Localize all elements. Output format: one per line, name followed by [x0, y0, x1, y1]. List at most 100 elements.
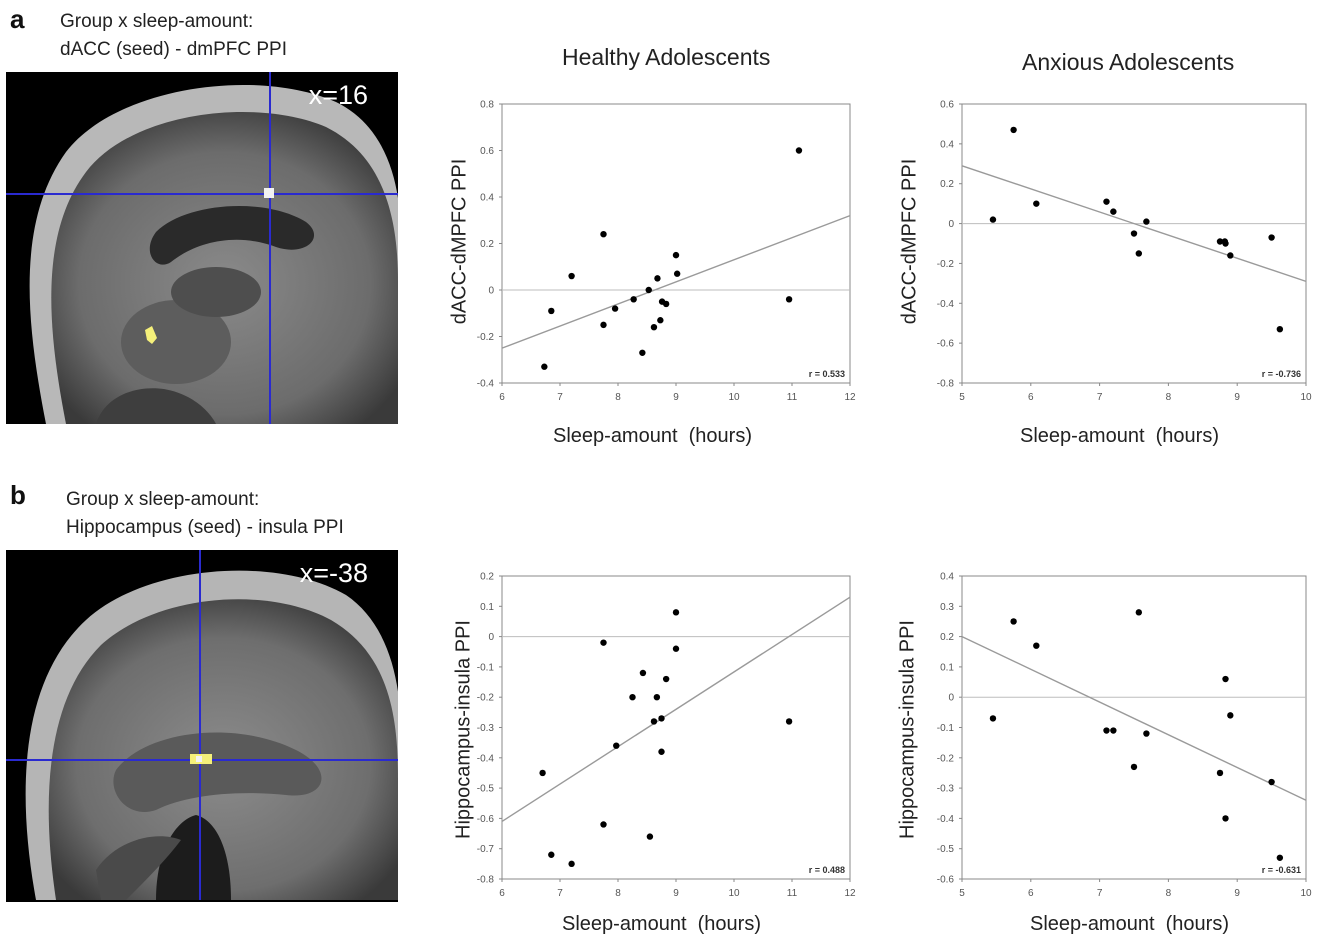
data-point [662, 300, 670, 308]
correlation-label: r = 0.488 [809, 865, 845, 875]
x-tick-label: 10 [728, 888, 740, 899]
x-tick-label: 9 [1234, 392, 1240, 403]
regression-line [501, 214, 851, 349]
y-tick-label: -0.3 [937, 784, 955, 795]
panel-a-letter: a [10, 4, 25, 34]
correlation-label: r = 0.533 [809, 369, 845, 379]
panel-b-caption-line1: Group x sleep-amount: [66, 489, 260, 510]
data-point [785, 718, 793, 725]
y-tick-label: 0.3 [940, 602, 954, 613]
data-point [795, 147, 803, 154]
x-axis-title-anxious-hippocampus: Sleep-amount (hours) [1030, 913, 1229, 935]
data-point [600, 321, 607, 329]
data-point [548, 307, 555, 315]
data-point [1130, 763, 1138, 771]
y-tick-label: -0.6 [477, 814, 495, 825]
data-point [1135, 250, 1143, 257]
data-point [639, 349, 646, 356]
correlation-label: r = -0.631 [1262, 865, 1301, 875]
data-point [548, 851, 555, 858]
data-point [1216, 769, 1224, 777]
y-tick-label: -0.7 [477, 844, 495, 855]
data-point [646, 833, 654, 840]
y-tick-label: -0.2 [937, 259, 955, 270]
y-tick-label: 0.8 [480, 100, 494, 111]
data-point [657, 317, 664, 324]
x-tick-label: 6 [499, 888, 505, 899]
y-axis-title-healthy-hippocampus: Hippocampus-insula PPI [452, 620, 475, 839]
data-point [1033, 200, 1040, 207]
x-tick-label: 9 [673, 392, 679, 403]
x-axis-title-anxious-dacc: Sleep-amount (hours) [1020, 425, 1219, 447]
data-point [654, 275, 661, 282]
data-point [658, 748, 665, 755]
regression-line [961, 165, 1307, 283]
y-tick-label: 0.2 [480, 572, 494, 583]
data-point [1143, 730, 1150, 737]
data-point [1103, 198, 1110, 205]
y-tick-label: 0.4 [480, 193, 494, 204]
x-tick-label: 7 [1097, 392, 1103, 403]
data-point [989, 216, 997, 223]
data-point [1227, 712, 1234, 719]
column-title-healthy: Healthy Adolescents [562, 44, 771, 70]
x-tick-label: 8 [615, 392, 621, 403]
y-tick-label: -0.5 [477, 784, 495, 795]
x-tick-label: 12 [844, 392, 856, 403]
y-tick-label: 0.4 [940, 139, 954, 150]
correlation-label: r = -0.736 [1262, 369, 1301, 379]
regression-line [961, 635, 1307, 801]
plot-frame [501, 103, 851, 384]
y-axis-title-anxious-dacc: dACC-dMPFC PPI [898, 158, 921, 325]
x-tick-label: 7 [1097, 888, 1103, 899]
y-tick-label: -0.1 [477, 662, 495, 673]
data-point [989, 715, 997, 722]
data-point [613, 742, 620, 749]
data-point [785, 296, 793, 303]
panel-a-caption-line2: dACC (seed) - dmPFC PPI [60, 39, 287, 60]
data-point [1110, 727, 1117, 734]
x-tick-label: 11 [787, 392, 798, 403]
panel-a-caption: Group x sleep-amount: dACC (seed) - dmPF… [60, 8, 287, 64]
brain-slice-image-b: x=-38 [6, 550, 398, 902]
y-tick-label: 0.1 [480, 602, 494, 613]
x-tick-label: 10 [728, 392, 740, 403]
y-tick-label: 0.6 [480, 146, 494, 157]
data-point [1276, 325, 1284, 333]
data-point [1268, 234, 1275, 241]
data-point [672, 609, 680, 616]
data-point [1110, 208, 1117, 215]
x-tick-label: 9 [1234, 888, 1240, 899]
scatter-plot-anxious-hippocampus: -0.6 -0.5 -0.4 -0.3 -0.2 -0.1 0 0.1 0.2 0.3 0.4 5 6 7… [937, 572, 1312, 900]
y-tick-label: -0.4 [477, 379, 495, 390]
data-point [672, 645, 680, 652]
data-point [568, 860, 575, 868]
panel-b-caption: Group x sleep-amount: Hippocampus (seed)… [66, 486, 344, 542]
y-tick-label: -0.8 [477, 875, 495, 886]
y-tick-label: 0 [488, 286, 494, 297]
x-tick-label: 5 [959, 888, 965, 899]
y-axis-title-healthy-dacc: dACC-dMPFC PPI [448, 158, 471, 325]
x-tick-label: 10 [1300, 888, 1312, 899]
scatter-plot-anxious-dacc: -0.8 -0.6 -0.4 -0.2 0 0.2 0.4 0.6 5 6 7 8 9 10 r = -0.… [937, 100, 1312, 404]
y-tick-label: 0.4 [940, 572, 954, 583]
data-point [650, 718, 658, 725]
y-tick-label: -0.5 [937, 844, 955, 855]
data-point [600, 821, 607, 828]
data-point [1222, 815, 1229, 822]
data-point [1276, 854, 1284, 861]
x-tick-label: 8 [1166, 888, 1172, 899]
y-tick-label: 0 [948, 693, 954, 704]
data-point [568, 272, 575, 280]
y-tick-label: -0.2 [477, 693, 495, 704]
data-point [1227, 252, 1234, 259]
x-tick-label: 6 [1028, 392, 1034, 403]
x-tick-label: 8 [1166, 392, 1172, 403]
data-point [662, 675, 670, 683]
regression-line [501, 596, 851, 823]
data-point [1268, 778, 1275, 786]
slice-coordinate-label-a: x=16 [308, 80, 368, 110]
data-point [541, 363, 548, 370]
y-tick-label: 0 [948, 219, 954, 230]
brain-slice-image-a: x=16 [6, 72, 398, 424]
